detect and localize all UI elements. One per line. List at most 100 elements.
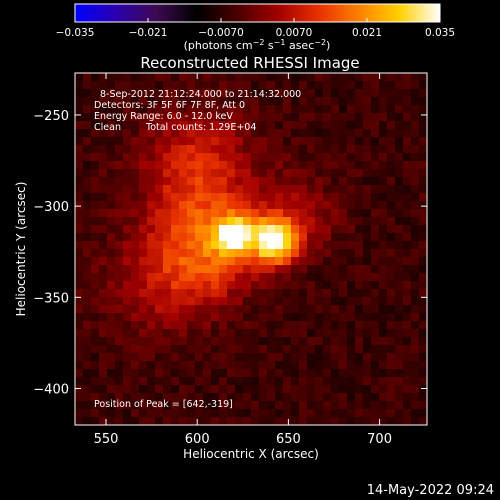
heatmap-cell bbox=[115, 153, 124, 162]
heatmap-cell bbox=[83, 193, 92, 202]
heatmap-cell bbox=[195, 113, 204, 122]
heatmap-cell bbox=[147, 137, 156, 146]
heatmap-cell bbox=[315, 417, 324, 425]
heatmap-cell bbox=[275, 161, 284, 170]
heatmap-cell bbox=[331, 193, 340, 202]
heatmap-cell bbox=[363, 361, 372, 370]
heatmap-cell bbox=[307, 353, 316, 362]
heatmap-cell bbox=[355, 153, 364, 162]
x-tick-label: 600 bbox=[185, 432, 210, 447]
heatmap-cell bbox=[379, 81, 388, 90]
heatmap-cell bbox=[163, 345, 172, 354]
heatmap-cell bbox=[259, 241, 268, 250]
heatmap-cell bbox=[411, 329, 420, 338]
heatmap-cell bbox=[163, 137, 172, 146]
heatmap-cell bbox=[283, 105, 292, 114]
heatmap-cell bbox=[323, 153, 332, 162]
heatmap-cell bbox=[227, 161, 236, 170]
heatmap-cell bbox=[227, 353, 236, 362]
heatmap-cell bbox=[299, 313, 308, 322]
heatmap-cell bbox=[379, 377, 388, 386]
heatmap-cell bbox=[227, 329, 236, 338]
annotation-counts: Total counts: 1.29E+04 bbox=[145, 122, 256, 133]
heatmap-cell bbox=[371, 73, 380, 82]
heatmap-cell bbox=[419, 121, 427, 130]
heatmap-cell bbox=[227, 209, 236, 218]
heatmap-cell bbox=[163, 265, 172, 274]
heatmap-cell bbox=[267, 417, 276, 425]
heatmap-cell bbox=[123, 305, 132, 314]
heatmap-cell bbox=[371, 89, 380, 98]
heatmap-cell bbox=[139, 113, 148, 122]
heatmap-cell bbox=[411, 313, 420, 322]
heatmap-cell bbox=[75, 241, 84, 250]
heatmap-cell bbox=[75, 73, 84, 82]
heatmap-cell bbox=[139, 329, 148, 338]
heatmap-cell bbox=[307, 345, 316, 354]
heatmap-cell bbox=[379, 129, 388, 138]
heatmap-cell bbox=[267, 129, 276, 138]
heatmap-cell bbox=[371, 161, 380, 170]
heatmap-cell bbox=[251, 201, 260, 210]
heatmap-cell bbox=[259, 161, 268, 170]
heatmap-cell bbox=[227, 377, 236, 386]
heatmap-cell bbox=[147, 241, 156, 250]
heatmap-cell bbox=[195, 217, 204, 226]
heatmap-cell bbox=[347, 177, 356, 186]
heatmap-cell bbox=[379, 369, 388, 378]
heatmap-cell bbox=[267, 265, 276, 274]
heatmap-cell bbox=[395, 377, 404, 386]
heatmap-cell bbox=[323, 289, 332, 298]
heatmap-cell bbox=[395, 297, 404, 306]
heatmap-cell bbox=[195, 345, 204, 354]
heatmap-cell bbox=[131, 313, 140, 322]
heatmap-cell bbox=[363, 337, 372, 346]
heatmap-cell bbox=[331, 185, 340, 194]
heatmap-cell bbox=[403, 233, 412, 242]
heatmap-cell bbox=[219, 369, 228, 378]
heatmap-cell bbox=[219, 145, 228, 154]
heatmap-cell bbox=[275, 289, 284, 298]
heatmap-cell bbox=[403, 401, 412, 410]
heatmap-cell bbox=[131, 329, 140, 338]
heatmap-cell bbox=[235, 161, 244, 170]
heatmap-cell bbox=[323, 73, 332, 82]
heatmap-cell bbox=[203, 113, 212, 122]
heatmap-cell bbox=[251, 249, 260, 258]
heatmap-cell bbox=[75, 289, 84, 298]
heatmap-cell bbox=[347, 233, 356, 242]
heatmap-cell bbox=[419, 177, 427, 186]
heatmap-cell bbox=[243, 377, 252, 386]
heatmap-cell bbox=[315, 81, 324, 90]
heatmap-cell bbox=[123, 225, 132, 234]
heatmap-cell bbox=[331, 353, 340, 362]
heatmap-cell bbox=[283, 153, 292, 162]
heatmap-cell bbox=[307, 137, 316, 146]
heatmap-cell bbox=[235, 121, 244, 130]
heatmap-cell bbox=[403, 225, 412, 234]
heatmap-cell bbox=[115, 369, 124, 378]
heatmap-cell bbox=[347, 145, 356, 154]
heatmap-cell bbox=[339, 297, 348, 306]
heatmap-cell bbox=[91, 313, 100, 322]
heatmap-cell bbox=[179, 89, 188, 98]
heatmap-cell bbox=[139, 409, 148, 418]
heatmap-cell bbox=[107, 361, 116, 370]
heatmap-cell bbox=[387, 297, 396, 306]
heatmap-cell bbox=[139, 201, 148, 210]
heatmap-cell bbox=[171, 313, 180, 322]
heatmap-cell bbox=[267, 345, 276, 354]
heatmap-cell bbox=[347, 385, 356, 394]
heatmap-cell bbox=[291, 233, 300, 242]
heatmap-cell bbox=[115, 201, 124, 210]
heatmap-cell bbox=[75, 209, 84, 218]
heatmap-cell bbox=[107, 329, 116, 338]
heatmap-cell bbox=[395, 89, 404, 98]
heatmap-cell bbox=[395, 281, 404, 290]
heatmap-cell bbox=[75, 369, 84, 378]
heatmap-cell bbox=[299, 121, 308, 130]
heatmap-cell bbox=[411, 169, 420, 178]
heatmap-cell bbox=[371, 185, 380, 194]
heatmap-cell bbox=[379, 145, 388, 154]
heatmap-cell bbox=[115, 145, 124, 154]
